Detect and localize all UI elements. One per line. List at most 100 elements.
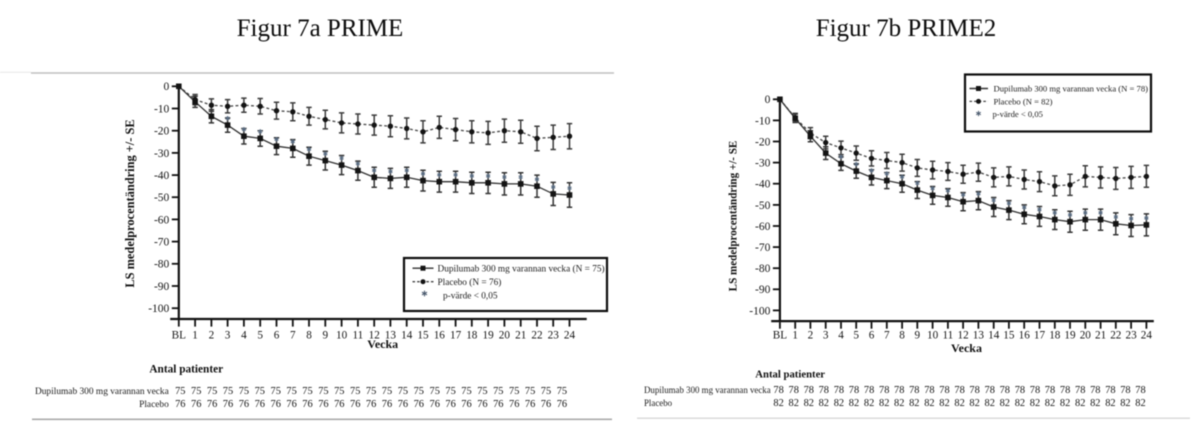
svg-text:23: 23	[548, 330, 560, 342]
svg-text:11: 11	[353, 330, 364, 342]
svg-text:10: 10	[336, 330, 348, 342]
svg-text:-30: -30	[154, 148, 170, 160]
svg-text:75: 75	[350, 386, 360, 397]
svg-text:-10: -10	[755, 115, 771, 127]
svg-text:Antal patienter: Antal patienter	[755, 368, 825, 380]
svg-text:76: 76	[223, 399, 233, 410]
svg-text:76: 76	[414, 399, 424, 410]
svg-text:75: 75	[334, 386, 344, 397]
svg-text:76: 76	[302, 399, 312, 410]
svg-text:82: 82	[969, 398, 979, 409]
svg-text:78: 78	[834, 385, 844, 396]
svg-text:19: 19	[1064, 330, 1076, 342]
svg-text:12: 12	[369, 330, 380, 342]
svg-text:Figur 7a PRIME: Figur 7a PRIME	[237, 15, 404, 42]
svg-text:82: 82	[954, 398, 964, 409]
svg-text:76: 76	[175, 399, 185, 410]
svg-text:78: 78	[985, 385, 995, 396]
svg-text:75: 75	[191, 386, 201, 397]
svg-text:4: 4	[241, 330, 247, 342]
svg-text:76: 76	[398, 399, 408, 410]
svg-text:1: 1	[792, 330, 798, 342]
svg-text:BL: BL	[172, 330, 186, 342]
svg-text:78: 78	[1045, 385, 1055, 396]
svg-text:-100: -100	[148, 303, 169, 315]
svg-text:9: 9	[915, 330, 921, 342]
svg-text:76: 76	[461, 399, 471, 410]
svg-text:-80: -80	[755, 263, 771, 275]
svg-text:21: 21	[515, 330, 526, 342]
svg-text:76: 76	[286, 399, 296, 410]
svg-text:76: 76	[255, 399, 265, 410]
svg-text:Figur 7b PRIME2: Figur 7b PRIME2	[816, 15, 997, 42]
svg-text:11: 11	[943, 330, 954, 342]
svg-text:5: 5	[853, 330, 859, 342]
svg-text:3: 3	[225, 330, 231, 342]
svg-text:Placebo: Placebo	[139, 400, 169, 410]
svg-text:82: 82	[1105, 398, 1115, 409]
svg-text:Dupilumab 300 mg varannan veck: Dupilumab 300 mg varannan vecka (N = 75)	[438, 263, 605, 274]
svg-text:LS medelprocentändring +/- SE: LS medelprocentändring +/- SE	[727, 141, 739, 292]
svg-text:Vecka: Vecka	[951, 341, 982, 355]
svg-text:76: 76	[525, 399, 535, 410]
svg-text:75: 75	[175, 386, 185, 397]
svg-text:76: 76	[350, 399, 360, 410]
svg-text:0: 0	[765, 94, 771, 106]
svg-text:82: 82	[834, 398, 844, 409]
svg-text:78: 78	[924, 385, 934, 396]
svg-text:-70: -70	[755, 242, 771, 254]
svg-text:20: 20	[499, 330, 511, 342]
svg-text:76: 76	[382, 399, 392, 410]
svg-text:78: 78	[1135, 385, 1145, 396]
svg-text:76: 76	[239, 399, 249, 410]
svg-text:2: 2	[808, 330, 814, 342]
svg-text:5: 5	[257, 330, 263, 342]
svg-text:18: 18	[466, 330, 478, 342]
svg-text:75: 75	[271, 386, 281, 397]
svg-text:Vecka: Vecka	[367, 337, 398, 351]
svg-text:75: 75	[461, 386, 471, 397]
svg-text:78: 78	[1120, 385, 1130, 396]
svg-text:78: 78	[1105, 385, 1115, 396]
svg-text:76: 76	[557, 399, 567, 410]
svg-text:16: 16	[1019, 330, 1031, 342]
svg-text:7: 7	[884, 330, 890, 342]
svg-text:82: 82	[1000, 398, 1010, 409]
svg-text:78: 78	[969, 385, 979, 396]
svg-text:82: 82	[1045, 398, 1055, 409]
svg-text:4: 4	[838, 330, 844, 342]
svg-text:6: 6	[274, 330, 280, 342]
svg-text:78: 78	[849, 385, 859, 396]
svg-text:82: 82	[819, 398, 829, 409]
svg-text:82: 82	[1120, 398, 1130, 409]
svg-text:8: 8	[306, 330, 312, 342]
svg-text:9: 9	[323, 330, 329, 342]
svg-text:82: 82	[864, 398, 874, 409]
svg-text:75: 75	[525, 386, 535, 397]
svg-text:78: 78	[939, 385, 949, 396]
svg-text:-20: -20	[154, 126, 170, 138]
svg-text:75: 75	[366, 386, 376, 397]
svg-text:75: 75	[239, 386, 249, 397]
svg-text:82: 82	[1015, 398, 1025, 409]
svg-text:15: 15	[1003, 330, 1015, 342]
svg-text:3: 3	[823, 330, 829, 342]
svg-text:78: 78	[1075, 385, 1085, 396]
svg-text:75: 75	[557, 386, 567, 397]
svg-text:75: 75	[318, 386, 328, 397]
svg-text:82: 82	[849, 398, 859, 409]
svg-text:82: 82	[1060, 398, 1070, 409]
svg-text:75: 75	[286, 386, 296, 397]
svg-text:14: 14	[401, 330, 413, 342]
svg-text:76: 76	[271, 399, 281, 410]
svg-text:-60: -60	[154, 214, 170, 226]
svg-text:76: 76	[191, 399, 201, 410]
svg-text:82: 82	[985, 398, 995, 409]
svg-text:78: 78	[1015, 385, 1025, 396]
svg-text:-80: -80	[154, 259, 170, 271]
svg-text:22: 22	[1110, 330, 1121, 342]
svg-text:82: 82	[1090, 398, 1100, 409]
svg-text:1: 1	[192, 330, 198, 342]
svg-text:82: 82	[1030, 398, 1040, 409]
svg-text:76: 76	[509, 399, 519, 410]
